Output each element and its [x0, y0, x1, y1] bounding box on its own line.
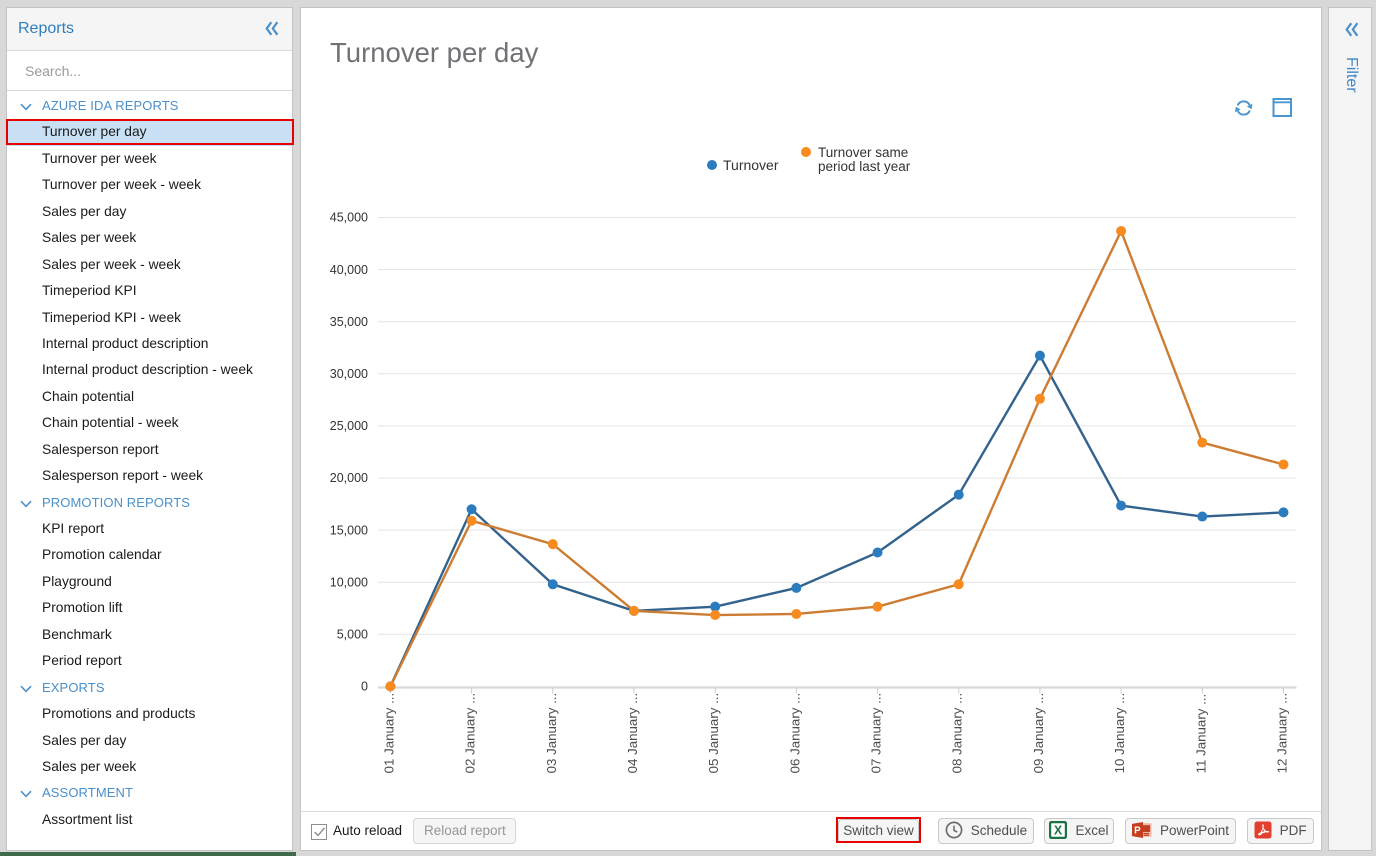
svg-text:05 January ...: 05 January ... — [706, 693, 721, 774]
svg-text:09 January ...: 09 January ... — [1031, 693, 1046, 774]
svg-text:X: X — [1054, 823, 1063, 837]
svg-text:02 January ...: 02 January ... — [463, 693, 478, 774]
svg-text:15,000: 15,000 — [330, 523, 368, 537]
svg-text:10,000: 10,000 — [330, 575, 368, 589]
svg-text:0: 0 — [361, 680, 368, 694]
svg-text:period last year: period last year — [818, 159, 911, 174]
svg-text:07 January ...: 07 January ... — [869, 693, 884, 774]
svg-text:12 January ...: 12 January ... — [1274, 693, 1289, 774]
svg-text:35,000: 35,000 — [330, 315, 368, 329]
svg-text:20,000: 20,000 — [330, 471, 368, 485]
svg-text:08 January ...: 08 January ... — [950, 693, 965, 774]
svg-text:06 January ...: 06 January ... — [787, 693, 802, 774]
svg-text:P: P — [1134, 825, 1141, 836]
svg-text:01 January ...: 01 January ... — [381, 693, 396, 774]
svg-text:45,000: 45,000 — [330, 211, 368, 225]
svg-text:Turnover: Turnover — [723, 157, 779, 173]
svg-text:25,000: 25,000 — [330, 419, 368, 433]
svg-text:5,000: 5,000 — [337, 628, 368, 642]
svg-text:Turnover same: Turnover same — [818, 145, 908, 160]
svg-text:30,000: 30,000 — [330, 367, 368, 381]
svg-text:40,000: 40,000 — [330, 263, 368, 277]
svg-text:10 January ...: 10 January ... — [1112, 693, 1127, 774]
svg-text:11 January ...: 11 January ... — [1193, 694, 1208, 774]
svg-text:03 January ...: 03 January ... — [544, 693, 559, 774]
svg-text:04 January ...: 04 January ... — [625, 693, 640, 774]
